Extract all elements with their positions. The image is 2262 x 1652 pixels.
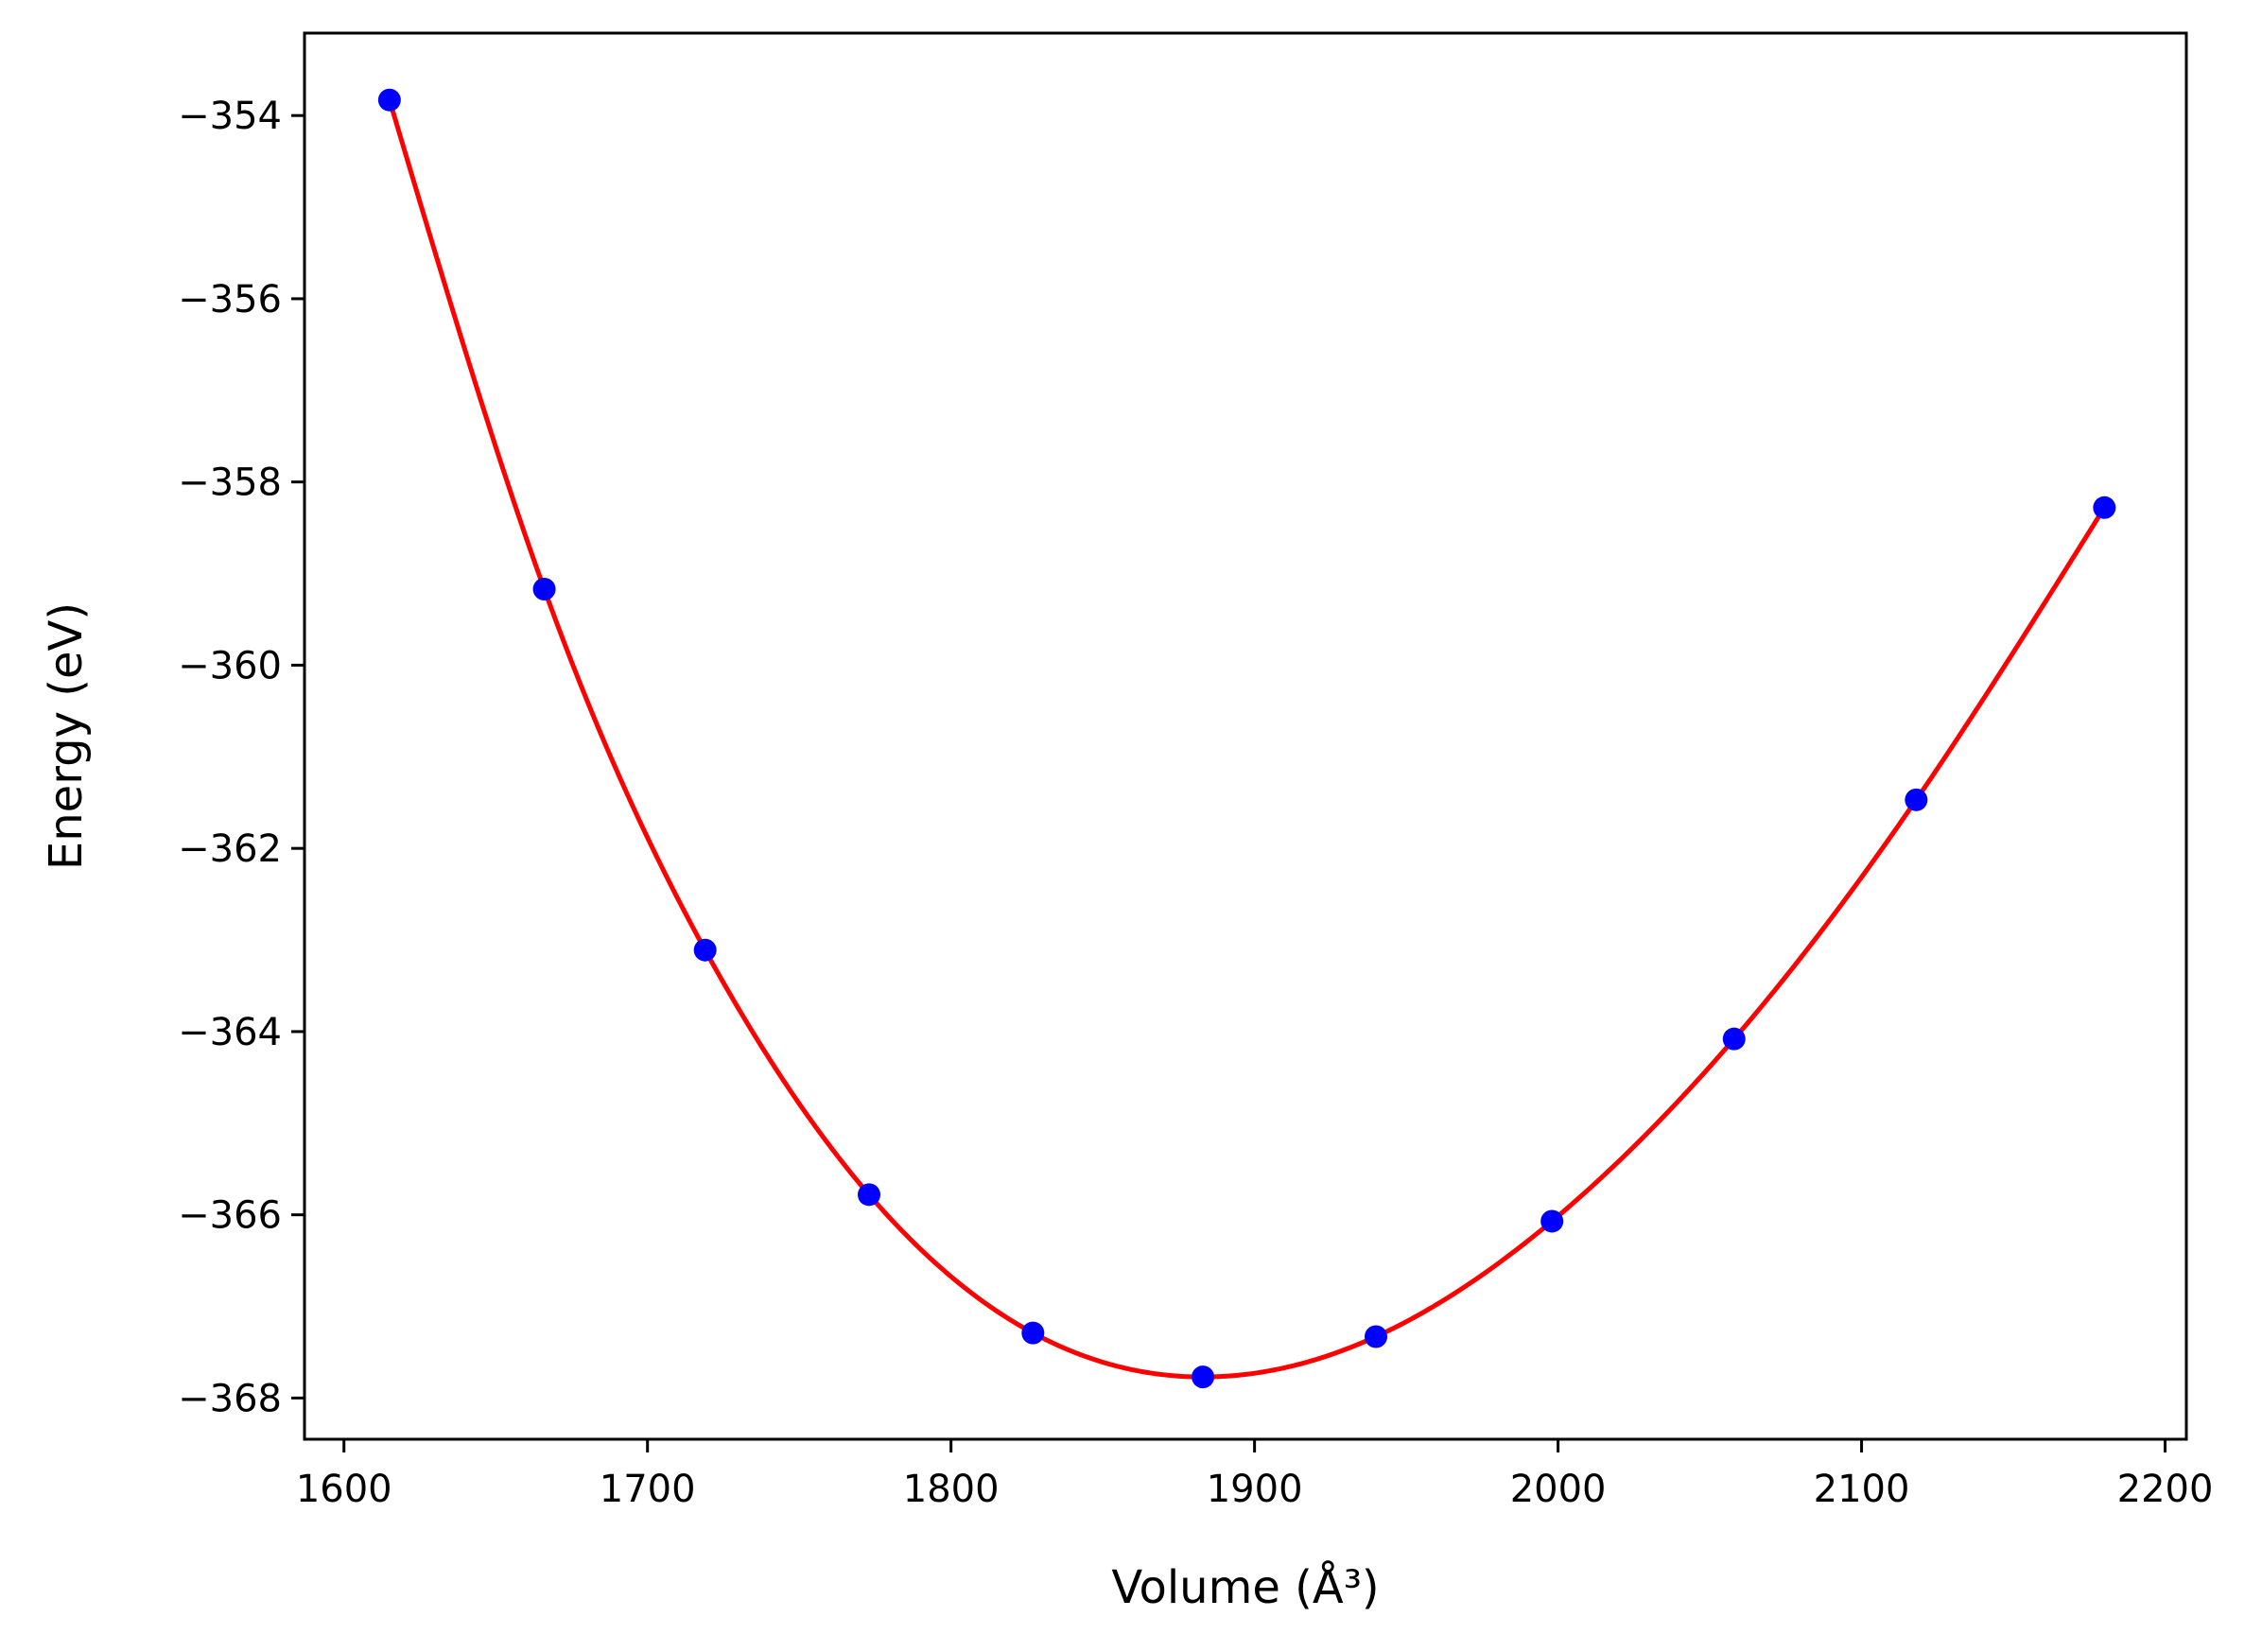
data-point	[1722, 1027, 1746, 1051]
data-point	[858, 1183, 880, 1207]
y-tick-label: −364	[178, 1011, 282, 1054]
y-tick-label: −368	[178, 1377, 282, 1420]
data-point	[2093, 496, 2116, 519]
y-tick-label: −356	[178, 278, 282, 322]
y-tick-label: −360	[178, 644, 282, 687]
data-point	[1540, 1209, 1564, 1233]
y-axis-label: Energy (eV)	[40, 602, 93, 870]
data-point	[1905, 788, 1928, 811]
y-tick-label: −358	[178, 461, 282, 505]
data-point	[1365, 1325, 1388, 1348]
data-point	[377, 88, 401, 112]
data-point	[693, 938, 717, 962]
x-tick-label: 2000	[1510, 1468, 1607, 1511]
x-tick-label: 1800	[903, 1468, 1000, 1511]
data-point	[1192, 1365, 1215, 1389]
x-axis-label: Volume (Å³)	[1111, 1560, 1379, 1614]
data-point	[1021, 1321, 1045, 1345]
x-tick-label: 1700	[600, 1468, 696, 1511]
x-tick-label: 1600	[296, 1468, 392, 1511]
data-point	[532, 578, 556, 601]
x-tick-label: 1900	[1207, 1468, 1303, 1511]
axes-frame	[303, 31, 2188, 1441]
y-tick-label: −354	[178, 95, 282, 138]
y-tick-label: −362	[178, 827, 282, 871]
plot-area	[377, 88, 2116, 1389]
axes: 1600 1700 1800 1900 2000 2100 2200 −354 −356 −358…	[178, 31, 2214, 1511]
y-tick-label: −366	[178, 1194, 282, 1238]
x-tick-label: 2100	[1814, 1468, 1910, 1511]
x-tick-label: 2200	[2117, 1468, 2214, 1511]
